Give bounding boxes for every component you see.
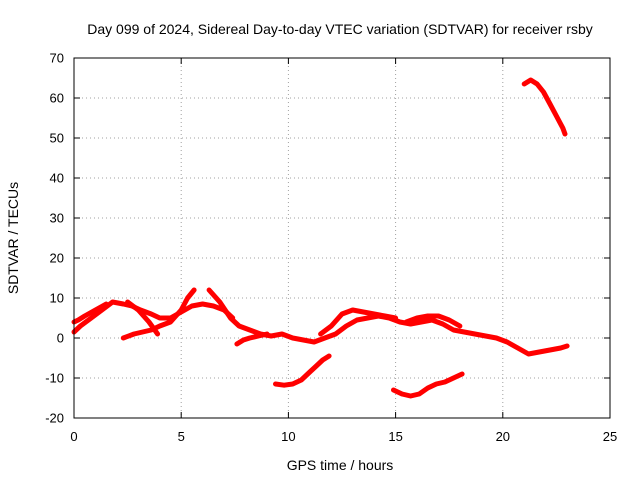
x-axis-label: GPS time / hours: [287, 457, 394, 473]
y-tick-label: 10: [50, 291, 64, 306]
x-tick-label: 15: [388, 429, 402, 444]
x-tick-label: 25: [603, 429, 617, 444]
y-tick-label: -10: [45, 371, 64, 386]
y-ticks: -20 -10 0 10 20 30 40 50 60 70: [45, 51, 610, 426]
series-trace-d: [125, 299, 161, 337]
y-tick-label: 50: [50, 131, 64, 146]
series-trace-j: [391, 371, 465, 399]
series-trace-g: [318, 307, 399, 337]
y-tick-label: 60: [50, 91, 64, 106]
plot-frame: [73, 57, 611, 419]
series-trace-b: [71, 301, 109, 325]
series-trace-h: [403, 313, 463, 329]
series-trace-i: [273, 353, 332, 388]
series-trace-c: [120, 287, 197, 341]
x-tick-label: 0: [70, 429, 77, 444]
x-tick-label: 20: [496, 429, 510, 444]
y-tick-label: 0: [57, 331, 64, 346]
series-trace-e: [206, 287, 570, 357]
x-tick-label: 10: [281, 429, 295, 444]
y-tick-label: 20: [50, 251, 64, 266]
y-tick-label: 70: [50, 51, 64, 66]
chart-title: Day 099 of 2024, Sidereal Day-to-day VTE…: [87, 21, 593, 37]
y-axis-label: SDTVAR / TECUs: [5, 182, 21, 294]
series-trace-f: [234, 331, 270, 347]
x-tick-label: 5: [178, 429, 185, 444]
series-trace-a: [71, 299, 236, 335]
series-trace-k: [521, 77, 568, 137]
y-tick-label: -20: [45, 411, 64, 426]
x-ticks: 0 5 10 15 20 25: [70, 58, 617, 444]
y-tick-label: 40: [50, 171, 64, 186]
series-layer: [71, 77, 570, 399]
grid: [74, 58, 610, 418]
y-tick-label: 30: [50, 211, 64, 226]
